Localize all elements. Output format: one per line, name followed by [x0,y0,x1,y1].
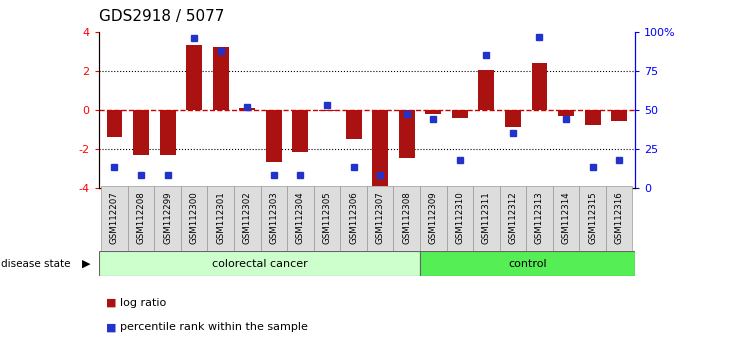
Bar [154,186,181,251]
Bar [447,186,473,251]
Bar [287,186,314,251]
Bar [101,186,128,251]
Bar [473,186,499,251]
Bar [452,110,468,118]
Bar [585,110,601,125]
Bar [319,110,335,111]
Bar [580,186,606,251]
Bar [207,186,234,251]
Text: GSM112311: GSM112311 [482,191,491,244]
Bar [372,110,388,185]
Bar [186,46,202,110]
Text: GSM112306: GSM112306 [349,191,358,244]
Text: GSM112305: GSM112305 [323,191,331,244]
Bar [293,110,308,152]
Bar [420,251,635,276]
Text: GSM112208: GSM112208 [137,191,145,244]
Bar [558,110,574,115]
Bar [611,110,627,121]
Bar [478,70,494,110]
Text: GSM112301: GSM112301 [216,191,226,244]
Text: GSM112308: GSM112308 [402,191,411,244]
Bar [553,186,580,251]
Bar [234,186,261,251]
Text: GSM112316: GSM112316 [615,191,623,244]
Bar [606,186,632,251]
Bar [499,186,526,251]
Bar [107,110,123,137]
Bar [128,186,154,251]
Bar [99,251,420,276]
Text: control: control [509,259,547,269]
Bar [399,110,415,159]
Text: ■: ■ [106,322,116,332]
Text: percentile rank within the sample: percentile rank within the sample [120,322,308,332]
Text: GSM112302: GSM112302 [243,191,252,244]
Text: GSM112304: GSM112304 [296,191,305,244]
Bar [345,110,361,139]
Bar [526,186,553,251]
Text: GSM112312: GSM112312 [508,191,518,244]
Bar [531,63,548,110]
Bar [505,110,521,127]
Text: GSM112207: GSM112207 [110,191,119,244]
Bar [340,186,366,251]
Text: GSM112303: GSM112303 [269,191,278,244]
Bar [426,110,441,114]
Bar [366,186,393,251]
Text: GSM112299: GSM112299 [163,191,172,244]
Text: GSM112314: GSM112314 [561,191,571,244]
Text: GSM112309: GSM112309 [429,191,438,244]
Bar [266,110,282,162]
Text: GSM112310: GSM112310 [456,191,464,244]
Bar [239,108,255,110]
Text: GSM112315: GSM112315 [588,191,597,244]
Bar [212,47,228,110]
Bar [133,110,149,154]
Bar [420,186,447,251]
Text: GSM112300: GSM112300 [190,191,199,244]
Text: ▶: ▶ [82,259,91,269]
Bar [160,110,176,154]
Text: GSM112307: GSM112307 [376,191,385,244]
Text: ■: ■ [106,298,116,308]
Bar [314,186,340,251]
Text: disease state: disease state [1,259,71,269]
Bar [181,186,207,251]
Text: colorectal cancer: colorectal cancer [212,259,307,269]
Text: log ratio: log ratio [120,298,166,308]
Bar [393,186,420,251]
Text: GDS2918 / 5077: GDS2918 / 5077 [99,9,224,24]
Bar [261,186,287,251]
Text: GSM112313: GSM112313 [535,191,544,244]
